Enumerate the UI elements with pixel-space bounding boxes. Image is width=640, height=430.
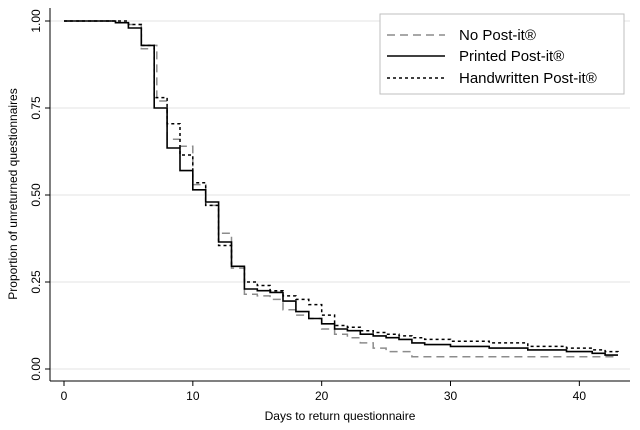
y-tick-label: 1.00	[29, 9, 43, 33]
y-tick-label: 0.50	[29, 183, 43, 207]
grid-layer	[50, 20, 630, 370]
y-tick-label: 0.00	[29, 357, 43, 381]
series-line-printed-postit	[64, 20, 618, 356]
legend-label-printed-postit: Printed Post-it®	[459, 48, 564, 65]
x-tick-label: 40	[573, 389, 587, 403]
y-axis-title: Proportion of unreturned questionnaires	[6, 88, 20, 299]
series-layer	[64, 20, 619, 358]
axes-layer: Days to return questionnaire Proportion …	[6, 8, 630, 423]
legend-label-handwritten-postit: Handwritten Post-it®	[459, 70, 597, 87]
y-tick-label: 0.25	[29, 270, 43, 294]
x-tick-label: 0	[61, 389, 68, 403]
legend-box	[379, 13, 625, 95]
series-line-no-postit	[64, 20, 618, 358]
y-tick-label: 0.75	[29, 96, 43, 120]
x-tick-label: 30	[444, 389, 458, 403]
x-axis-title: Days to return questionnaire	[265, 409, 416, 423]
x-tick-label: 20	[315, 389, 329, 403]
series-line-handwritten-postit	[64, 20, 619, 354]
legend-label-no-postit: No Post-it®	[459, 27, 536, 44]
x-tick-label: 10	[186, 389, 200, 403]
legend: No Post-it® Printed Post-it® Handwritten…	[379, 13, 625, 95]
